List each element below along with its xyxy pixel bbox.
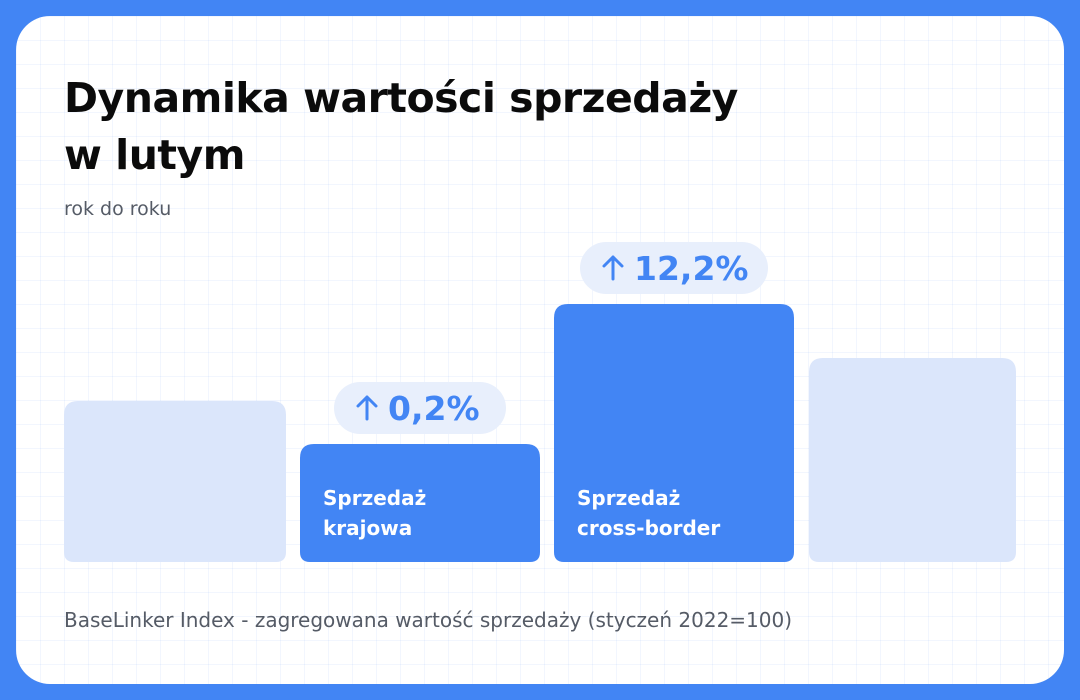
change-value: 0,2% [388, 389, 480, 428]
bar-label: krajowa [323, 516, 412, 540]
arrow-up-icon [602, 255, 624, 281]
bar [554, 304, 794, 562]
chart-footnote: BaseLinker Index - zagregowana wartość s… [64, 608, 793, 632]
change-badge [334, 382, 506, 434]
change-value: 12,2% [634, 249, 749, 288]
chart-title: Dynamika wartości sprzedaży w lutym [64, 70, 864, 184]
chart-subtitle: rok do roku [64, 198, 172, 220]
bar-label: Sprzedaż [323, 486, 426, 510]
title-line-1: Dynamika wartości sprzedaży [64, 74, 738, 122]
bar-label: cross-border [577, 516, 720, 540]
bar-muted [809, 358, 1016, 562]
change-badge [580, 242, 768, 294]
bar-chart: Sprzedaż krajowa 0,2% Sprzedaż cross-border 1… [64, 242, 1016, 562]
chart-card: Dynamika wartości sprzedaży w lutym rok d… [16, 16, 1064, 684]
title-line-2: w lutym [64, 131, 245, 179]
bar [300, 444, 540, 562]
arrow-up-icon [356, 395, 378, 421]
bar-muted [64, 401, 286, 562]
bar-label: Sprzedaż [577, 486, 680, 510]
